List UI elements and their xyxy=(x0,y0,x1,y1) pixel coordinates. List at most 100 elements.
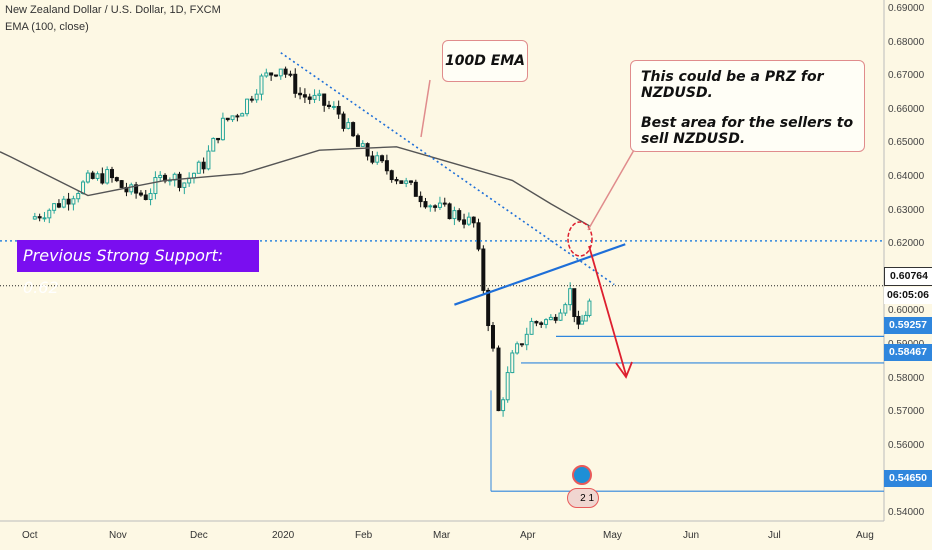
candle-body xyxy=(235,115,240,118)
candle-body xyxy=(90,172,95,179)
candle-body xyxy=(76,193,81,200)
candle-body xyxy=(481,248,486,291)
candle-body xyxy=(447,203,452,220)
candle-body xyxy=(100,173,105,184)
candle-body xyxy=(196,161,201,174)
candle-body xyxy=(37,216,42,219)
y-tick-label: 0.54000 xyxy=(888,507,925,519)
y-tick-label: 0.66000 xyxy=(888,103,925,115)
candle-body xyxy=(148,193,153,201)
candle-body xyxy=(158,174,163,179)
candle-body xyxy=(370,155,375,163)
candle-body xyxy=(510,352,515,374)
countdown-tag: 06:05:06 xyxy=(884,287,932,304)
candle-body xyxy=(380,155,385,162)
candle-body xyxy=(298,92,303,96)
candle-body xyxy=(216,137,221,141)
candle-body xyxy=(548,316,553,321)
indicator-title: EMA (100, close) xyxy=(5,21,89,33)
candle-body xyxy=(278,68,283,77)
y-tick-label: 0.67000 xyxy=(888,70,925,82)
candle-body xyxy=(61,198,66,208)
candle-body xyxy=(269,72,274,76)
candle-body xyxy=(384,160,389,172)
ema-100-line xyxy=(0,146,590,227)
candle-body xyxy=(331,105,336,108)
candle-body xyxy=(544,319,549,325)
prz-callout-pointer xyxy=(587,149,635,231)
event-flag-icon[interactable] xyxy=(572,465,592,485)
candle-body xyxy=(312,94,317,100)
candle-body xyxy=(515,343,520,354)
candle-body xyxy=(365,143,370,157)
candle-body xyxy=(119,180,124,188)
candle-body xyxy=(293,73,298,94)
x-tick-label: Aug xyxy=(856,530,874,541)
candle-body xyxy=(134,184,139,194)
candle-body xyxy=(249,98,254,101)
candle-body xyxy=(501,399,506,412)
candle-body xyxy=(307,96,312,100)
level-tag-3: 0.54650 xyxy=(884,470,932,487)
candle-body xyxy=(177,173,182,188)
candle-body xyxy=(138,192,143,196)
candle-body xyxy=(109,169,114,179)
candle-body xyxy=(346,122,351,129)
candle-body xyxy=(341,113,346,129)
candle-body xyxy=(404,180,409,184)
candle-body xyxy=(558,312,563,321)
candle-body xyxy=(580,320,585,325)
candle-body xyxy=(389,170,394,181)
last-price-tag: 0.60764 xyxy=(884,267,932,286)
x-tick-label: Feb xyxy=(355,530,373,541)
candle-body xyxy=(553,316,558,321)
candle-body xyxy=(211,137,216,152)
candle-body xyxy=(423,201,428,208)
candle-body xyxy=(42,217,47,220)
candle-body xyxy=(583,314,588,322)
candle-body xyxy=(245,98,250,115)
candle-body xyxy=(56,203,61,208)
candle-body xyxy=(143,194,148,201)
candle-body xyxy=(283,68,288,75)
event-count: 2 xyxy=(580,493,586,504)
candle-body xyxy=(462,219,467,225)
y-tick-label: 0.68000 xyxy=(888,36,925,48)
x-tick-label: Nov xyxy=(109,530,127,541)
candle-body xyxy=(413,181,418,197)
candle-body xyxy=(452,210,457,220)
y-tick-label: 0.65000 xyxy=(888,137,925,149)
candle-body xyxy=(52,203,57,211)
candle-body xyxy=(153,177,158,195)
candle-body xyxy=(273,74,278,77)
candle-body xyxy=(360,143,365,147)
y-tick-label: 0.57000 xyxy=(888,406,925,418)
candle-body xyxy=(71,198,76,205)
candle-body xyxy=(254,93,259,101)
bearish-arrow-head xyxy=(615,361,633,379)
candle-body xyxy=(519,343,524,346)
candle-body xyxy=(105,169,110,184)
candle-body xyxy=(95,173,100,179)
bearish-arrow xyxy=(588,245,627,376)
x-tick-label: Jun xyxy=(683,530,700,541)
y-tick-label: 0.64000 xyxy=(888,171,925,183)
candle-body xyxy=(437,202,442,208)
candle-body xyxy=(355,135,360,147)
candle-body xyxy=(539,322,544,325)
candle-body xyxy=(129,184,134,193)
candle-body xyxy=(466,216,471,225)
candle-body xyxy=(201,161,206,170)
prz-callout-line1: This could be a PRZ for NZDUSD. xyxy=(641,69,824,101)
prz-callout: This could be a PRZ for NZDUSD. Best are… xyxy=(630,60,865,152)
event-group-icon[interactable]: 2 1 xyxy=(567,488,599,508)
candle-body xyxy=(490,325,495,349)
candle-body xyxy=(66,198,71,205)
candle-body xyxy=(576,315,581,325)
candle-body xyxy=(505,372,510,401)
x-tick-label: Mar xyxy=(433,530,451,541)
candle-body xyxy=(568,288,573,306)
candle-body xyxy=(327,104,332,107)
level-tag-2: 0.58467 xyxy=(884,344,932,361)
candle-body xyxy=(476,222,481,250)
